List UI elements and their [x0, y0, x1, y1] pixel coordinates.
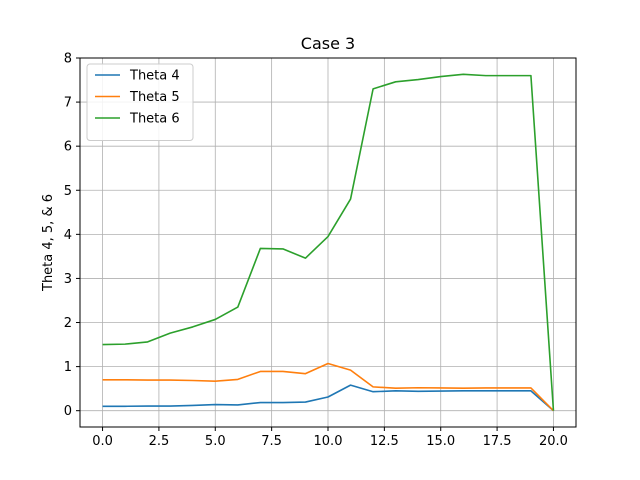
y-tick-label: 4: [64, 228, 72, 243]
x-tick-label: 15.0: [426, 434, 455, 449]
x-tick-label: 2.5: [149, 434, 170, 449]
y-axis-ticks: 0 1 2 3 4 5 6 7 8: [64, 52, 80, 419]
x-tick-label: 7.5: [261, 434, 282, 449]
y-tick-label: 0: [64, 404, 72, 419]
legend-label: Theta 4: [129, 69, 180, 84]
x-axis-ticks: 0.0 2.5 5.0 7.5 10.0 12.5 15.0 17.5 20.0: [92, 427, 568, 449]
x-tick-label: 17.5: [483, 434, 512, 449]
y-axis-label: Theta 4, 5, & 6: [41, 194, 56, 292]
series-line-theta-5: [102, 362, 555, 412]
y-tick-label: 1: [64, 360, 72, 375]
x-tick-label: 12.5: [370, 434, 399, 449]
y-tick-label: 3: [64, 272, 72, 287]
legend: Theta 4 Theta 5 Theta 6: [86, 63, 194, 141]
y-tick-label: 7: [64, 96, 72, 111]
x-tick-label: 10.0: [314, 434, 343, 449]
series-line-theta-6: [102, 73, 555, 411]
x-tick-label: 20.0: [539, 434, 568, 449]
x-tick-label: 0.0: [92, 434, 113, 449]
legend-box: [86, 63, 194, 141]
series-line-theta-4: [102, 384, 554, 412]
y-tick-label: 8: [64, 52, 72, 67]
legend-label: Theta 5: [129, 90, 180, 105]
chart-title: Case 3: [301, 34, 355, 53]
y-tick-label: 2: [64, 316, 72, 331]
legend-label: Theta 6: [129, 112, 180, 127]
y-tick-label: 5: [64, 184, 72, 199]
x-tick-label: 5.0: [205, 434, 226, 449]
y-tick-label: 6: [64, 140, 72, 155]
series-lines: [102, 73, 555, 412]
